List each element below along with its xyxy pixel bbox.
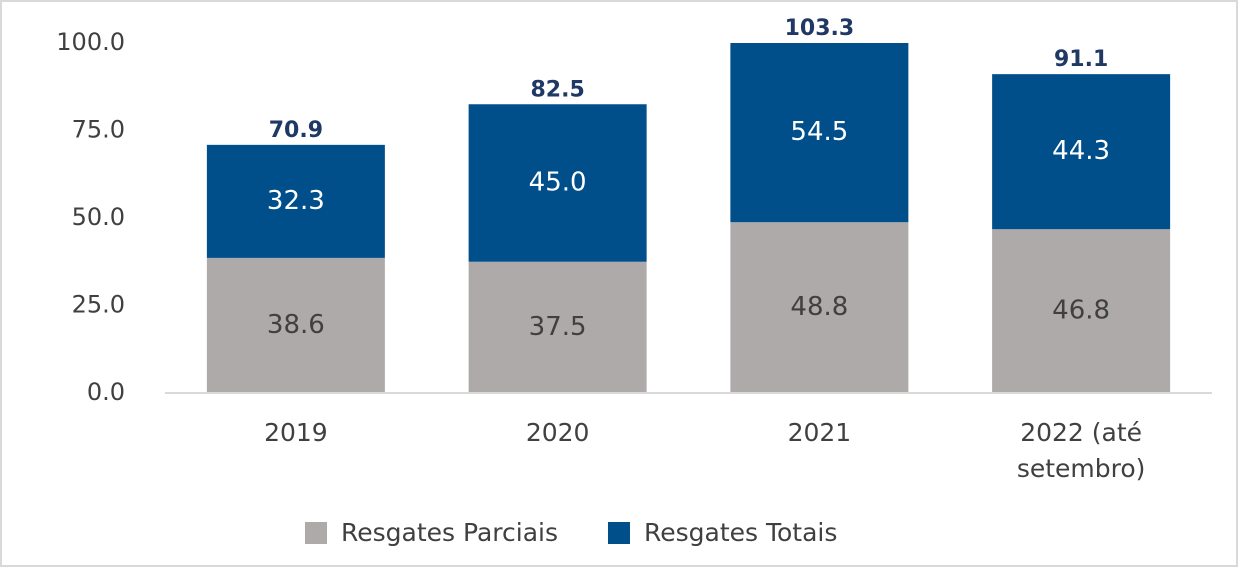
total-label: 70.9 [269,118,323,143]
bar-segment [992,74,1171,230]
bar-segment [206,257,385,393]
value-label: 44.3 [1052,136,1110,166]
total-label: 103.3 [785,16,855,41]
x-tick-label: 2020 [525,418,590,447]
value-label: 38.6 [267,310,325,340]
total-label: 91.1 [1054,47,1108,72]
legend-swatch [305,522,327,544]
plot-area [206,43,1171,393]
bar-segment [206,144,385,258]
legend-swatch [607,522,630,544]
value-label: 37.5 [529,312,587,342]
total-label: 82.5 [530,77,584,102]
y-tick-label: 100.0 [56,28,125,56]
y-tick-label: 50.0 [72,203,125,231]
legend-label: Resgates Totais [644,518,837,547]
bar-segment [992,229,1171,393]
bar-segment [468,104,647,262]
y-tick-label: 25.0 [72,291,125,319]
x-tick-label: 2022 (até setembro) [1016,418,1146,483]
bar-segment [468,261,647,393]
value-label: 48.8 [790,292,848,322]
bar-segment [730,43,909,223]
value-label: 46.8 [1052,296,1110,326]
value-label: 54.5 [790,117,848,147]
value-label: 45.0 [529,168,587,198]
legend-label: Resgates Parciais [341,518,558,547]
x-tick-label: 2019 [264,418,328,447]
bar-segment [730,222,909,393]
y-tick-label: 75.0 [72,116,125,144]
value-label: 32.3 [267,186,325,216]
y-tick-label: 0.0 [87,378,125,406]
x-tick-label: 2021 [787,418,852,447]
